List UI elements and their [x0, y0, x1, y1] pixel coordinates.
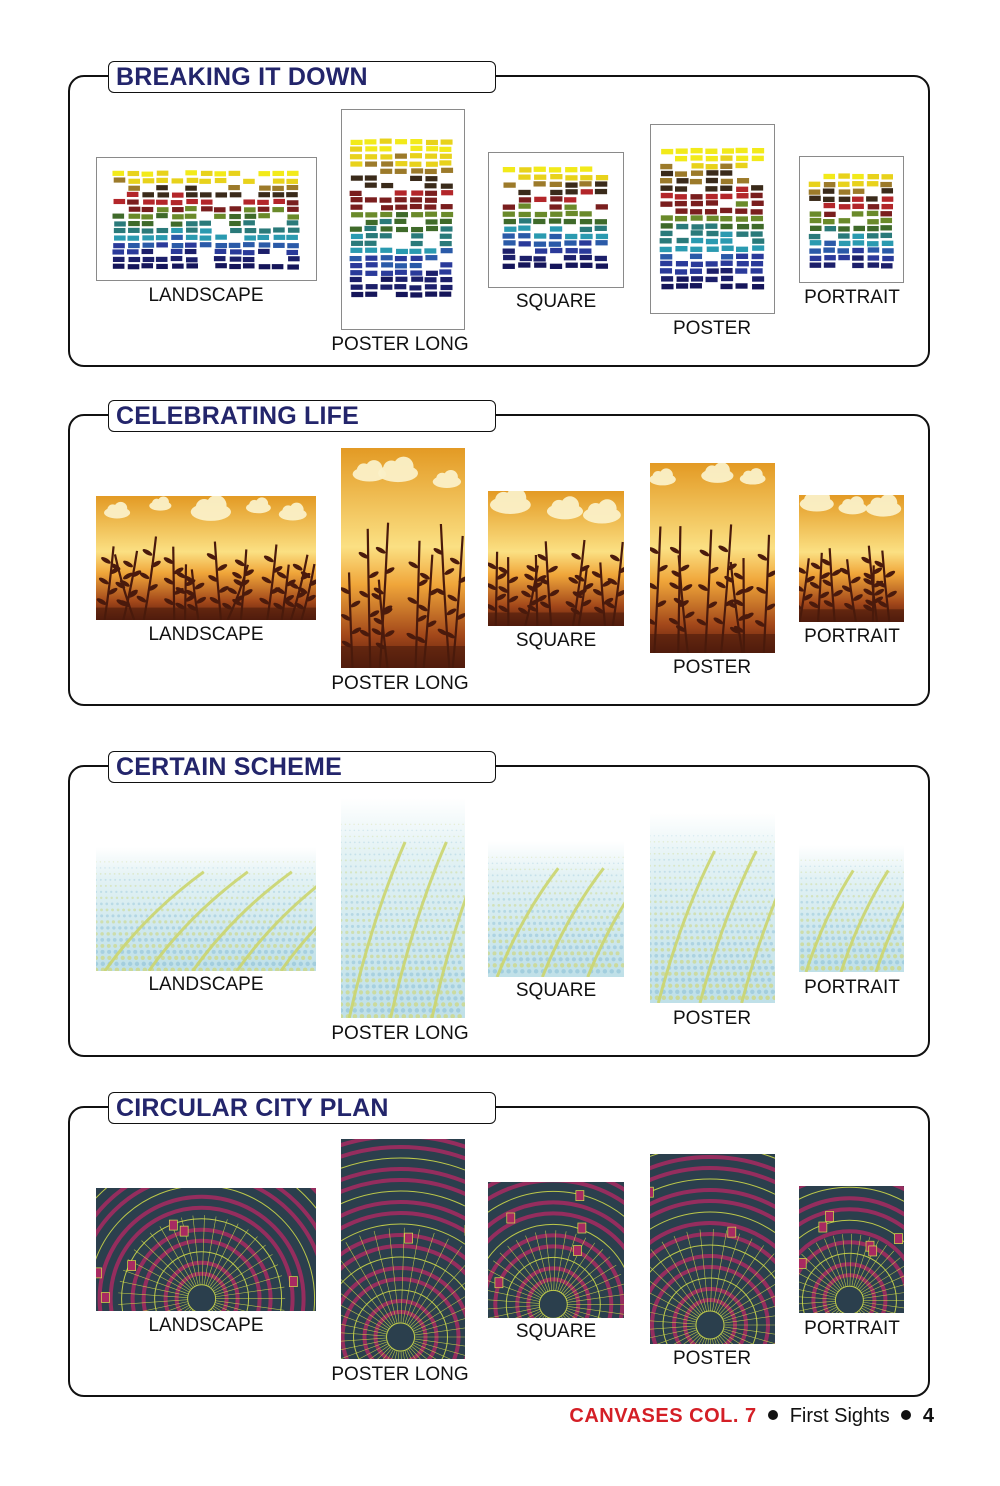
thumb-portrait[interactable]: [799, 845, 904, 972]
dot-field-icon: [341, 798, 465, 1018]
plant-silhouette-icon: [96, 496, 316, 620]
thumb-poster[interactable]: [650, 1154, 775, 1344]
bullet-icon: [901, 1410, 912, 1420]
page-footer: CANVASES COL. 7 First Sights 4: [569, 1405, 934, 1428]
swatches-icon: [502, 166, 609, 269]
label-poster: POSTER: [672, 1008, 752, 1029]
city-plan-icon: [799, 1186, 904, 1313]
section-certain-scheme: [68, 765, 930, 1057]
label-square: SQUARE: [515, 630, 597, 651]
label-square: SQUARE: [515, 291, 597, 312]
section-circular-city-plan: [68, 1106, 930, 1397]
swatches-icon: [112, 170, 300, 270]
city-plan-icon: [488, 1182, 624, 1318]
swatches-icon: [659, 147, 765, 290]
section-title: CIRCULAR CITY PLAN: [108, 1092, 496, 1124]
plant-silhouette-icon: [341, 448, 465, 668]
footer-subtitle: First Sights: [789, 1405, 890, 1427]
label-portrait: PORTRAIT: [804, 977, 900, 998]
thumb-poster-long[interactable]: [341, 1139, 465, 1359]
swatches-icon: [808, 173, 894, 269]
thumb-portrait[interactable]: [799, 1186, 904, 1313]
thumb-square[interactable]: [488, 1182, 624, 1318]
thumb-landscape[interactable]: [96, 157, 317, 281]
label-poster-long: POSTER LONG: [331, 1364, 469, 1385]
label-poster: POSTER: [672, 1348, 752, 1369]
thumb-poster-long[interactable]: [341, 448, 465, 668]
label-portrait: PORTRAIT: [804, 287, 900, 308]
plant-silhouette-icon: [799, 495, 904, 622]
city-plan-icon: [96, 1188, 316, 1311]
section-title: CELEBRATING LIFE: [108, 400, 496, 432]
thumb-portrait[interactable]: [799, 156, 904, 283]
thumb-square[interactable]: [488, 152, 624, 288]
label-portrait: PORTRAIT: [804, 626, 900, 647]
label-poster-long: POSTER LONG: [331, 1023, 469, 1044]
section-celebrating-life: [68, 414, 930, 706]
bullet-icon: [768, 1410, 779, 1420]
label-landscape: LANDSCAPE: [148, 285, 264, 306]
dot-field-icon: [488, 841, 624, 977]
label-poster: POSTER: [672, 318, 752, 339]
thumb-square[interactable]: [488, 491, 624, 626]
label-portrait: PORTRAIT: [804, 1318, 900, 1339]
footer-brand: CANVASES COL. 7: [569, 1405, 757, 1427]
swatches-icon: [349, 138, 454, 298]
plant-silhouette-icon: [488, 491, 624, 626]
label-square: SQUARE: [515, 1321, 597, 1342]
thumb-poster-long[interactable]: [341, 109, 465, 330]
thumb-poster[interactable]: [650, 124, 775, 314]
thumb-poster[interactable]: [650, 813, 775, 1003]
thumb-landscape[interactable]: [96, 1188, 316, 1311]
section-title: BREAKING IT DOWN: [108, 61, 496, 93]
thumb-poster-long[interactable]: [341, 798, 465, 1018]
dot-field-icon: [650, 813, 775, 1003]
city-plan-icon: [341, 1139, 465, 1359]
label-landscape: LANDSCAPE: [148, 624, 264, 645]
thumb-landscape[interactable]: [96, 847, 316, 971]
dot-field-icon: [96, 847, 316, 971]
label-poster-long: POSTER LONG: [331, 334, 469, 355]
section-breaking-it-down: [68, 75, 930, 367]
city-plan-icon: [650, 1154, 775, 1344]
plant-silhouette-icon: [650, 463, 775, 653]
label-poster-long: POSTER LONG: [331, 673, 469, 694]
label-poster: POSTER: [672, 657, 752, 678]
dot-field-icon: [799, 845, 904, 972]
thumb-landscape[interactable]: [96, 496, 316, 620]
section-title: CERTAIN SCHEME: [108, 751, 496, 783]
label-square: SQUARE: [515, 980, 597, 1001]
page-number: 4: [922, 1405, 934, 1427]
thumb-poster[interactable]: [650, 463, 775, 653]
thumb-square[interactable]: [488, 841, 624, 977]
label-landscape: LANDSCAPE: [148, 1315, 264, 1336]
label-landscape: LANDSCAPE: [148, 974, 264, 995]
thumb-portrait[interactable]: [799, 495, 904, 622]
